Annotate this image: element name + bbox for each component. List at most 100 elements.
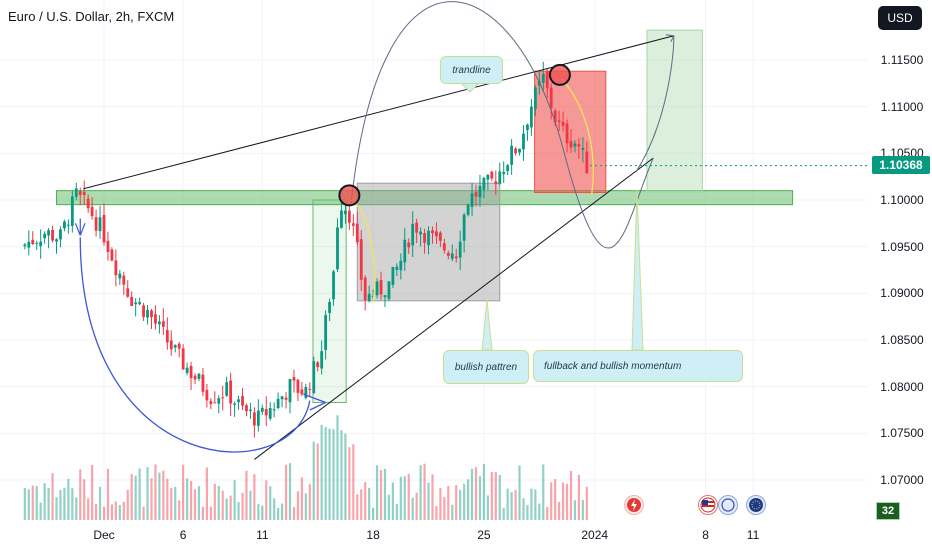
volume-bar: [395, 503, 398, 520]
candle-body: [379, 279, 383, 295]
volume-bar: [284, 464, 288, 520]
candle-body: [324, 315, 328, 350]
volume-bar: [577, 474, 580, 520]
candle-body: [332, 271, 335, 300]
candle-body: [106, 240, 110, 253]
candle-body: [561, 121, 565, 126]
candle-body: [146, 309, 149, 318]
volume-bar: [356, 494, 359, 520]
volume-bar: [399, 476, 402, 520]
candle-body: [23, 244, 27, 247]
candle-body: [237, 399, 240, 403]
volume-bar: [193, 489, 197, 520]
candle-body: [407, 242, 411, 248]
candle-body: [387, 281, 391, 299]
economic-event-icon-2[interactable]: [718, 495, 738, 515]
volume-bar: [257, 504, 260, 520]
candle-body: [169, 340, 173, 350]
target-zone-green: [646, 29, 703, 194]
volume-bar: [277, 507, 280, 520]
candle-body: [522, 133, 525, 150]
volume-bar: [494, 471, 497, 520]
volume-bar: [269, 486, 272, 520]
candle-body: [545, 70, 549, 89]
swing-arrow-up: [74, 218, 86, 236]
candle-body: [320, 351, 324, 369]
candle-body: [344, 210, 347, 215]
volume-bar: [443, 497, 446, 520]
projection-arrow-head: [665, 34, 675, 42]
candle-body: [537, 81, 541, 86]
candle-body: [292, 377, 296, 381]
volume-bar: [451, 504, 454, 520]
y-tick-label: 1.11500: [880, 53, 924, 67]
candle-body: [478, 186, 482, 198]
trandline-callout[interactable]: trandline: [440, 56, 503, 84]
volume-bar: [530, 488, 533, 520]
candle-body: [205, 389, 209, 401]
candle-body: [217, 398, 221, 404]
candle-body: [569, 141, 573, 148]
volume-bar: [332, 429, 335, 520]
swing-high-circle: [338, 184, 361, 207]
volume-badge: 32: [876, 502, 900, 520]
volume-bar: [146, 467, 149, 520]
fullback-callout[interactable]: fullback and bullish momentum: [533, 350, 743, 382]
candle-body: [110, 249, 114, 261]
candle-body: [458, 241, 462, 258]
candle-body: [233, 403, 236, 405]
volume-bar: [158, 472, 161, 520]
volume-bar: [225, 498, 228, 520]
y-tick-label: 1.09500: [880, 239, 924, 254]
candle-body: [284, 397, 288, 400]
candle-body: [47, 230, 50, 236]
volume-bar: [75, 497, 78, 520]
volume-bar: [415, 492, 418, 520]
volume-bar: [51, 473, 54, 520]
volume-bar: [514, 490, 517, 520]
candle-body: [268, 407, 272, 419]
candle-body: [391, 267, 395, 285]
volume-bar: [205, 467, 208, 520]
bullish-pattern-callout[interactable]: bullish pattren: [443, 350, 529, 384]
candle-body: [256, 410, 260, 426]
volume-bar: [348, 447, 351, 520]
candle-body: [431, 230, 434, 234]
x-tick-label: 2024: [581, 528, 609, 542]
volume-bar: [110, 504, 114, 520]
volume-bar: [67, 478, 70, 520]
volume-bar: [83, 479, 86, 520]
candle-body: [300, 389, 304, 395]
candle-body: [280, 396, 284, 400]
currency-button[interactable]: USD: [878, 6, 922, 30]
volume-bar: [372, 507, 375, 520]
support-zone: [56, 190, 794, 206]
candle-body: [213, 402, 217, 404]
volume-bar: [292, 507, 296, 520]
volume-bar: [237, 502, 240, 520]
candle-body: [581, 148, 585, 150]
candle-body: [340, 210, 343, 228]
y-tick-label: 1.07000: [880, 472, 924, 487]
volume-bar: [43, 483, 46, 520]
volume-bar: [79, 469, 82, 520]
us-flag-event-icon[interactable]: [698, 495, 718, 515]
eu-flag-event-icon[interactable]: [746, 495, 766, 515]
volume-bar: [217, 485, 220, 520]
candle-body: [328, 301, 331, 313]
y-tick-label: 1.11000: [880, 99, 924, 114]
y-tick-label: 1.09000: [880, 286, 924, 301]
candle-body: [173, 344, 177, 348]
lower-trendline: [254, 157, 654, 460]
y-tick-label: 1.08500: [880, 332, 924, 347]
earnings-event-icon[interactable]: [624, 495, 644, 515]
candle-body: [43, 233, 47, 239]
volume-bar: [427, 482, 430, 520]
candle-body: [288, 378, 292, 403]
candle-body: [577, 144, 581, 147]
candle-body: [51, 229, 54, 241]
candle-body: [225, 382, 229, 396]
trandline-arc: [350, 1, 654, 249]
volume-bar: [466, 479, 470, 520]
